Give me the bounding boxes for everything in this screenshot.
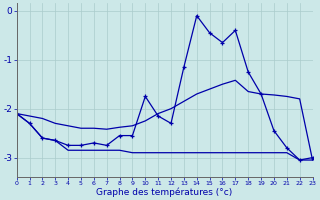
X-axis label: Graphe des températures (°c): Graphe des températures (°c) (96, 187, 233, 197)
